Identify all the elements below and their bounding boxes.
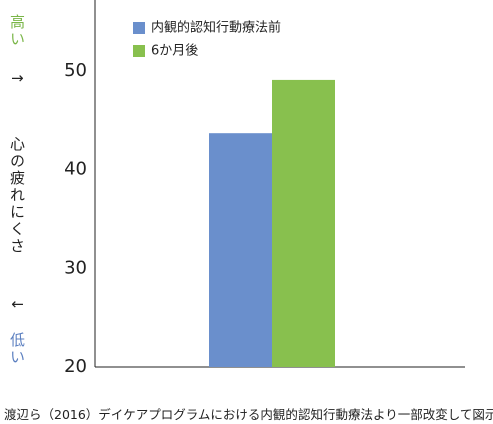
legend-swatch — [133, 22, 145, 34]
y-tick-label: 50 — [64, 60, 87, 81]
legend-label: 内観的認知行動療法前 — [151, 20, 281, 36]
y-tick-label: 20 — [64, 356, 87, 377]
bar — [272, 79, 335, 368]
source-caption: 渡辺ら（2016）デイケアプログラムにおける内観的認知行動療法より一部改変して図… — [4, 407, 493, 422]
axis-annotation: 低い — [8, 332, 26, 366]
axis-annotation: 高い — [8, 14, 26, 48]
legend-swatch — [133, 45, 145, 57]
axis-annotation: ↑ — [8, 72, 26, 87]
axis-annotation: 心の疲れにくさ — [8, 136, 26, 255]
y-tick-label: 30 — [64, 257, 87, 278]
axis-annotation: ↓ — [8, 298, 26, 313]
bar — [209, 133, 272, 367]
y-tick-label: 40 — [64, 159, 87, 180]
legend-label: 6か月後 — [151, 44, 198, 59]
